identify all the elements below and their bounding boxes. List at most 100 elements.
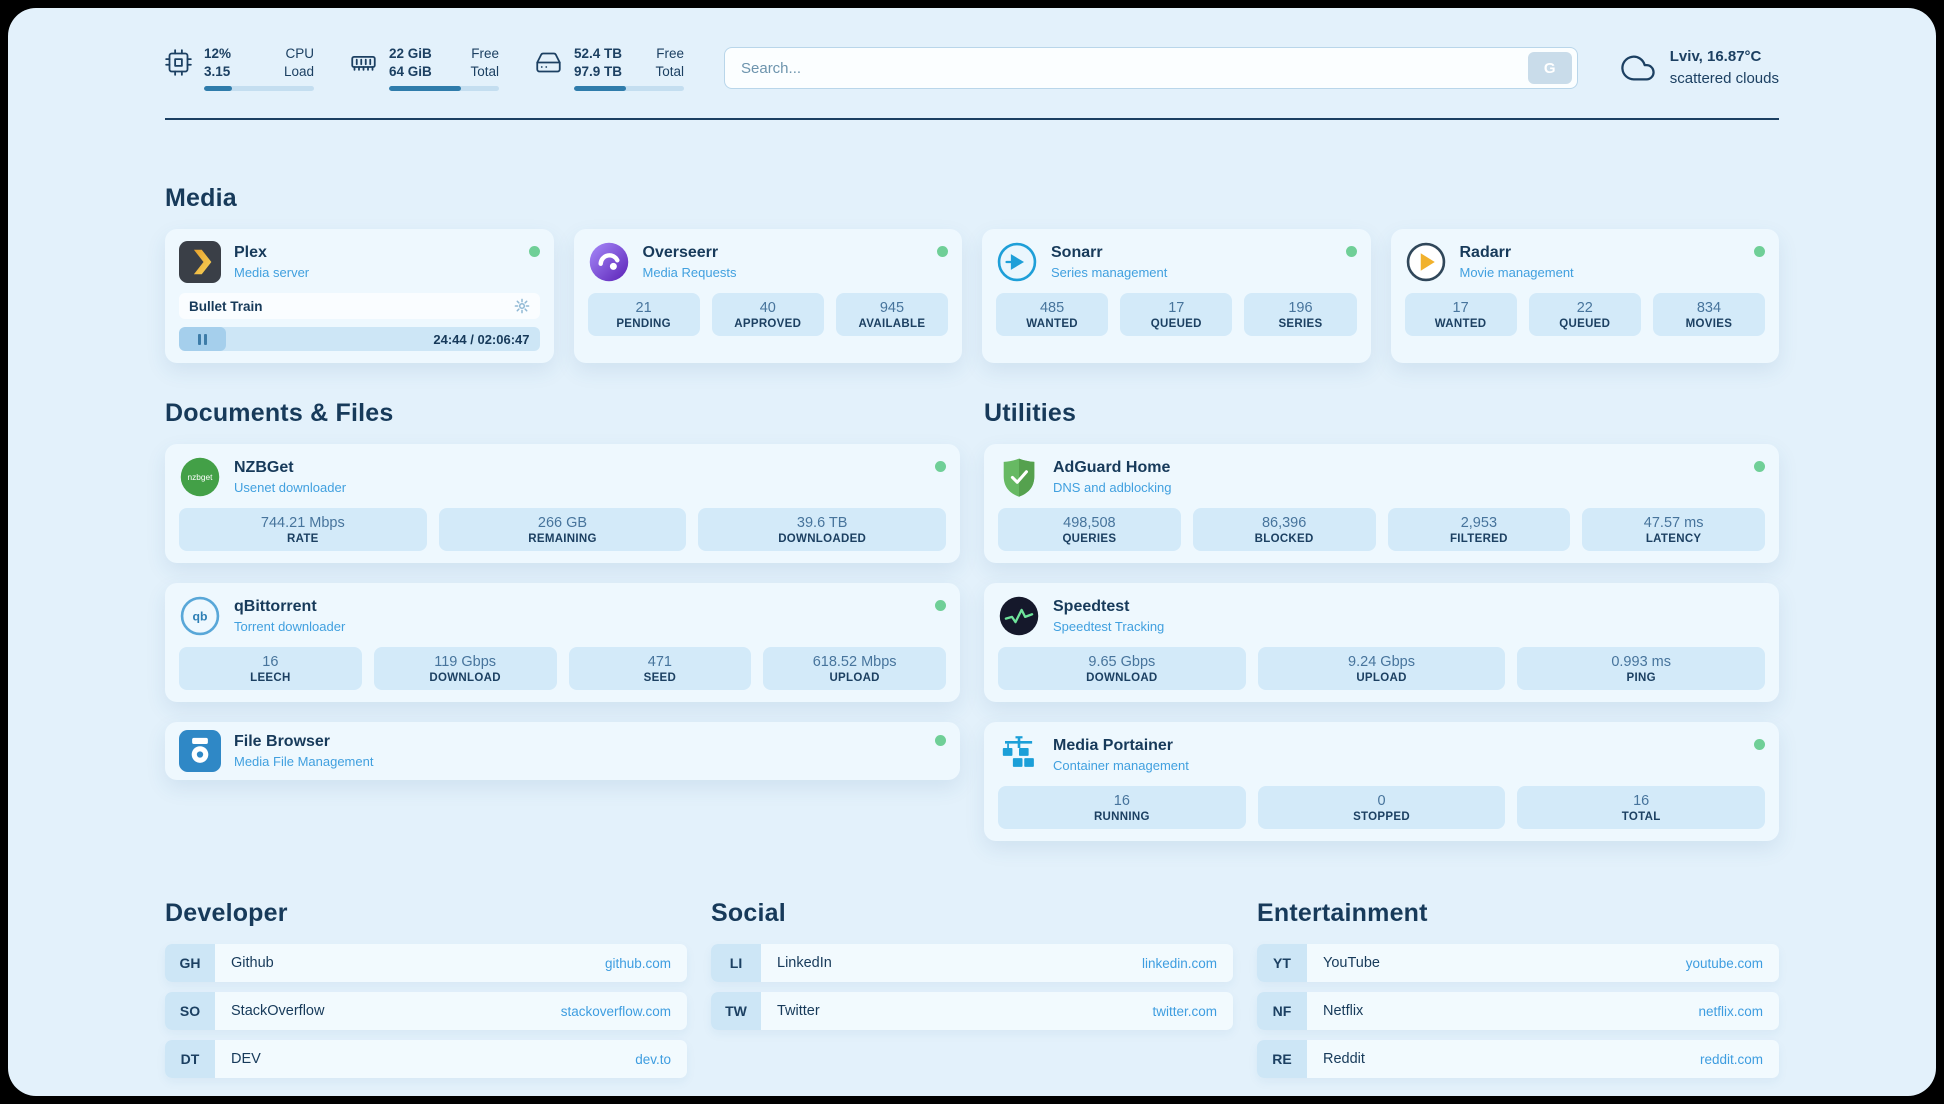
stat-label: DOWNLOADED: [778, 533, 867, 545]
playback-time: 24:44 / 02:06:47: [433, 331, 530, 347]
stat-value: 945: [879, 300, 905, 316]
app-card-plex[interactable]: Plex Media server Bullet Train: [165, 229, 554, 363]
bookmark-github[interactable]: GH Github github.com: [165, 944, 687, 982]
stat-box: 21 PENDING: [587, 293, 700, 336]
stat-value: 744.21 Mbps: [260, 515, 345, 531]
stat-box: 86,396 BLOCKED: [1192, 508, 1376, 551]
stat-box: 119 Gbps DOWNLOAD: [373, 647, 557, 690]
search-input[interactable]: [741, 59, 1528, 77]
adguard-icon: [998, 456, 1040, 498]
app-name: Overseerr: [642, 244, 719, 261]
app-card-overseerr[interactable]: Overseerr Media Requests 21 PENDING 40 A…: [573, 229, 962, 363]
app-card-speedtest[interactable]: Speedtest Speedtest Tracking 9.65 Gbps D…: [984, 583, 1779, 702]
section-title-entertainment: Entertainment: [1257, 899, 1428, 927]
now-playing-row: Bullet Train: [179, 293, 540, 319]
bookmark-reddit[interactable]: RE Reddit reddit.com: [1257, 1040, 1779, 1078]
search-provider-button[interactable]: G: [1527, 52, 1572, 84]
stat-value: 119 Gbps: [434, 654, 497, 670]
qbittorrent-icon: qb: [179, 595, 221, 637]
disk-total-value: 97.9 TB: [574, 63, 623, 79]
stat-value: 498,508: [1063, 515, 1116, 531]
stat-box: 471 SEED: [568, 647, 752, 690]
bookmark-url: youtube.com: [1685, 955, 1763, 971]
app-name: Speedtest: [1053, 598, 1130, 615]
disk-progress-fill: [574, 85, 626, 91]
app-subtitle: Movie management: [1459, 265, 1574, 280]
bookmark-twitter[interactable]: TW Twitter twitter.com: [711, 992, 1233, 1030]
status-dot: [528, 246, 540, 257]
bookmark-name: Reddit: [1323, 1051, 1365, 1067]
bookmark-abbr: TW: [711, 992, 761, 1030]
portainer-icon: [998, 734, 1040, 776]
stat-label: RUNNING: [1093, 811, 1150, 823]
bookmark-group-developer: Developer GH Github github.com SO StackO…: [165, 899, 687, 1078]
bookmark-group-social: Social LI LinkedIn linkedin.com TW Twitt…: [711, 899, 1233, 1078]
app-card-nzbget[interactable]: nzbget NZBGet Usenet downloader 744.21 M…: [165, 444, 960, 563]
app-name: Plex: [234, 244, 267, 261]
stat-label: TOTAL: [1621, 811, 1661, 823]
topbar-divider: [165, 118, 1779, 120]
bookmark-youtube[interactable]: YT YouTube youtube.com: [1257, 944, 1779, 982]
status-dot: [937, 246, 948, 257]
cpu-metric: 12% 3.15 CPU Load: [165, 46, 314, 91]
bookmark-dev[interactable]: DT DEV dev.to: [165, 1040, 687, 1078]
stat-value: 86,396: [1261, 515, 1307, 531]
status-dot: [935, 600, 946, 611]
playback-progressbar[interactable]: 24:44 / 02:06:47: [179, 327, 540, 351]
stat-label: APPROVED: [734, 318, 802, 330]
stat-box: 618.52 Mbps UPLOAD: [763, 647, 946, 690]
cpu-label: CPU: [285, 45, 314, 61]
filebrowser-icon: [179, 730, 221, 772]
section-title-developer: Developer: [165, 899, 288, 927]
settings-gear-icon[interactable]: [514, 298, 530, 314]
status-dot: [935, 735, 946, 746]
stat-label: STOPPED: [1353, 811, 1410, 823]
now-playing-title: Bullet Train: [189, 298, 263, 314]
bookmark-netflix[interactable]: NF Netflix netflix.com: [1257, 992, 1779, 1030]
app-card-adguard[interactable]: AdGuard Home DNS and adblocking 498,508 …: [984, 444, 1779, 563]
stat-label: LATENCY: [1645, 533, 1702, 545]
stat-label: UPLOAD: [829, 672, 880, 684]
stat-label: MOVIES: [1685, 318, 1733, 330]
section-title-documents: Documents & Files: [165, 399, 394, 427]
stat-value: 471: [647, 654, 672, 670]
status-dot: [1754, 246, 1765, 257]
bookmark-abbr: LI: [711, 944, 761, 982]
bookmark-name: DEV: [231, 1051, 261, 1067]
dashboard: 12% 3.15 CPU Load: [8, 8, 1936, 1096]
bookmark-stackoverflow[interactable]: SO StackOverflow stackoverflow.com: [165, 992, 687, 1030]
weather-condition: scattered clouds: [1669, 70, 1779, 87]
disk-free-value: 52.4 TB: [574, 45, 623, 61]
app-subtitle: Media File Management: [234, 754, 374, 769]
search-bar[interactable]: G: [724, 47, 1578, 89]
cloud-icon: [1618, 51, 1658, 85]
bookmark-linkedin[interactable]: LI LinkedIn linkedin.com: [711, 944, 1233, 982]
bookmark-abbr: DT: [165, 1040, 215, 1078]
ram-progressbar: [389, 85, 499, 91]
app-card-filebrowser[interactable]: File Browser Media File Management: [165, 722, 960, 780]
ram-metric: 22 GiB 64 GiB Free Total: [350, 46, 499, 91]
stat-value: 618.52 Mbps: [812, 654, 897, 670]
bookmark-name: Twitter: [777, 1003, 820, 1019]
speedtest-icon: [998, 595, 1040, 637]
stat-value: 9.24 Gbps: [1348, 654, 1415, 670]
pause-icon[interactable]: [197, 333, 207, 345]
stat-value: 40: [759, 300, 776, 316]
stat-box: 16 RUNNING: [998, 786, 1246, 829]
app-subtitle: Speedtest Tracking: [1053, 619, 1165, 634]
bookmark-abbr: SO: [165, 992, 215, 1030]
bookmark-abbr: NF: [1257, 992, 1307, 1030]
app-card-sonarr[interactable]: Sonarr Series management 485 WANTED 17 Q…: [982, 229, 1371, 363]
stat-label: SEED: [643, 672, 677, 684]
bookmark-url: stackoverflow.com: [560, 1003, 671, 1019]
bookmark-url: reddit.com: [1699, 1051, 1763, 1067]
app-card-qbittorrent[interactable]: qb qBittorrent Torrent downloader 16 LEE…: [165, 583, 960, 702]
app-card-radarr[interactable]: Radarr Movie management 17 WANTED 22 QUE…: [1390, 229, 1779, 363]
stat-box: 39.6 TB DOWNLOADED: [698, 508, 947, 551]
disk-icon: [535, 49, 562, 76]
nzbget-icon: nzbget: [179, 456, 221, 498]
stat-box: 196 SERIES: [1244, 293, 1357, 336]
app-name: NZBGet: [234, 459, 294, 476]
stat-value: 16: [1633, 793, 1650, 809]
app-card-portainer[interactable]: Media Portainer Container management 16 …: [984, 722, 1779, 841]
